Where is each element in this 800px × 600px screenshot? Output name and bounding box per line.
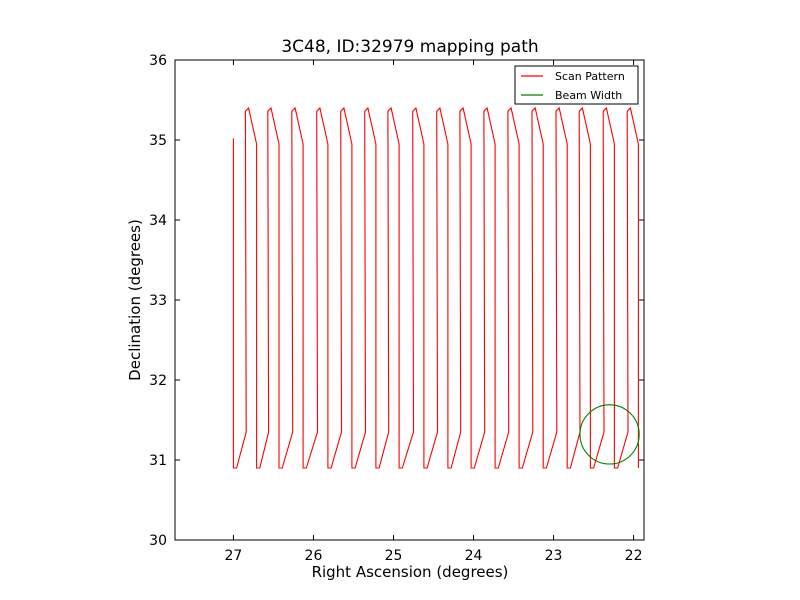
- y-tick-label: 31: [149, 453, 167, 469]
- chart-title: 3C48, ID:32979 mapping path: [281, 37, 538, 57]
- y-axis-label: Declination (degrees): [126, 219, 144, 381]
- y-tick-label: 33: [149, 293, 167, 309]
- y-tick-label: 30: [149, 533, 167, 549]
- legend-beam-label: Beam Width: [555, 89, 622, 102]
- x-tick-label: 27: [225, 548, 243, 564]
- x-tick-label: 26: [305, 548, 323, 564]
- x-tick-label: 22: [625, 548, 643, 564]
- legend-box: [514, 65, 639, 105]
- beam-width-circle: [579, 404, 640, 465]
- y-tick-label: 32: [149, 373, 167, 389]
- legend-scan-label: Scan Pattern: [555, 70, 625, 83]
- legend: Scan Pattern Beam Width: [514, 65, 639, 105]
- plot-area: [232, 106, 640, 469]
- x-axis-label: Right Ascension (degrees): [312, 563, 509, 581]
- axis-ticks: 27 26 25 24 23 22 30 31 32 33 34 35 36: [149, 53, 644, 564]
- scan-pattern-line: [232, 106, 639, 469]
- x-tick-label: 25: [385, 548, 403, 564]
- y-tick-label: 36: [149, 53, 167, 69]
- x-tick-label: 23: [545, 548, 563, 564]
- y-tick-label: 34: [149, 213, 167, 229]
- x-tick-label: 24: [465, 548, 483, 564]
- y-tick-label: 35: [149, 133, 167, 149]
